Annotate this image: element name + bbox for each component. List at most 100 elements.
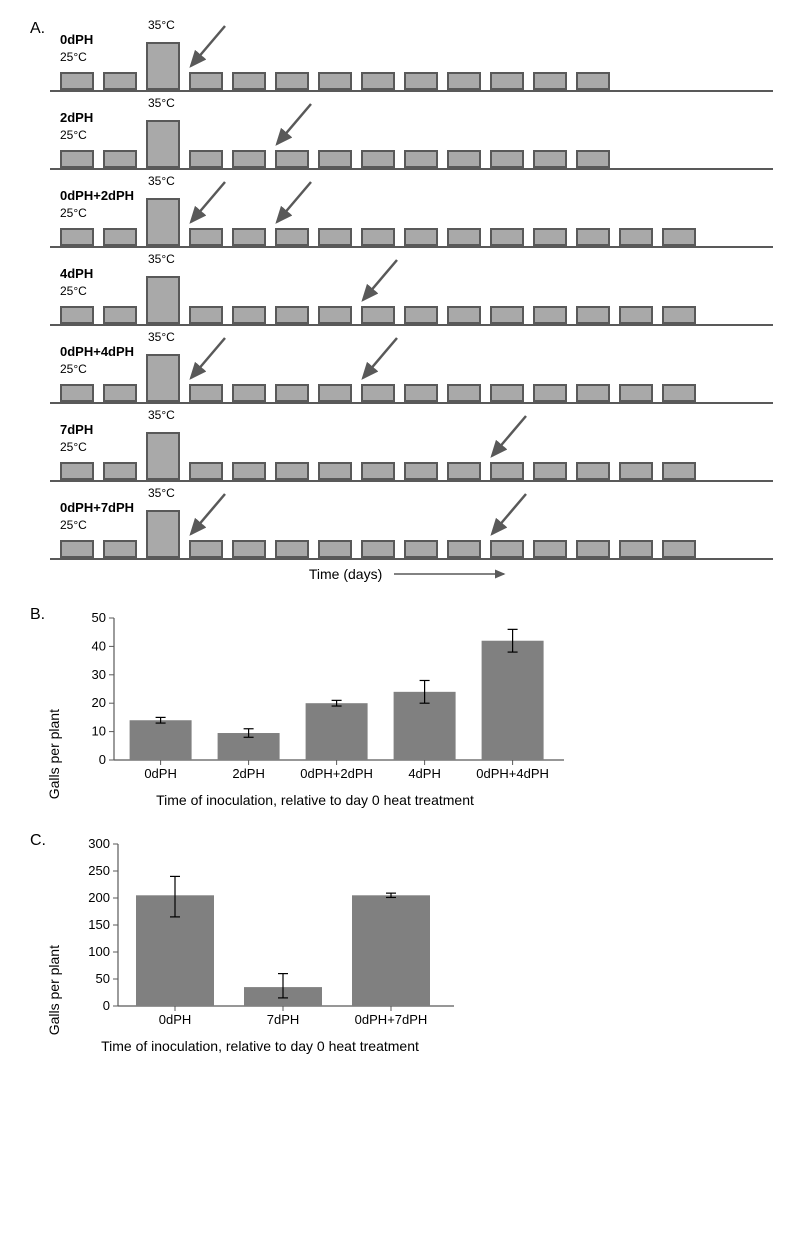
day-box [103,228,137,246]
temp-high-label: 35°C [148,252,175,266]
day-box [490,228,524,246]
time-axis-label: Time (days) [60,566,763,582]
panel-c-label: C. [30,832,46,850]
y-tick-label: 10 [92,724,106,739]
day-box [232,228,266,246]
day-box [576,306,610,324]
day-box [232,462,266,480]
day-box [447,540,481,558]
day-box [490,462,524,480]
x-tick-label: 0dPH [144,766,177,781]
day-box [490,150,524,168]
timeline-baseline [50,480,773,482]
day-box [275,228,309,246]
heat-day-box [146,198,180,246]
day-box [189,72,223,90]
day-box [490,384,524,402]
day-box [619,540,653,558]
day-box [103,150,137,168]
day-box [275,150,309,168]
y-tick-label: 100 [88,944,110,959]
panel-b-chart: 010203040500dPH2dPH0dPH+2dPH4dPH0dPH+4dP… [60,610,570,790]
y-tick-label: 0 [103,998,110,1013]
day-box [662,228,696,246]
day-box [361,462,395,480]
day-box [318,306,352,324]
day-box [576,462,610,480]
day-box [576,72,610,90]
temp-low-label: 25°C [60,50,87,64]
day-box [361,540,395,558]
x-tick-label: 0dPH [159,1012,192,1027]
day-box [490,306,524,324]
day-box [189,306,223,324]
timeline-row-label: 7dPH [60,422,93,437]
day-box [619,462,653,480]
temp-low-label: 25°C [60,362,87,376]
temp-low-label: 25°C [60,440,87,454]
inoculation-arrow-icon [271,180,321,235]
day-box [404,462,438,480]
timeline-container: 0dPH25°C35°C2dPH25°C35°C0dPH+2dPH25°C35°… [60,20,763,560]
inoculation-arrow-icon [185,336,235,391]
day-box [533,540,567,558]
day-box [576,384,610,402]
day-box [103,540,137,558]
temp-high-label: 35°C [148,408,175,422]
panel-c-x-title: Time of inoculation, relative to day 0 h… [60,1038,460,1054]
day-box [404,384,438,402]
panel-c-y-title: Galls per plant [46,945,62,1035]
panel-c-chart: 0501001502002503000dPH7dPH0dPH+7dPH [60,836,460,1036]
panel-a: A. 0dPH25°C35°C2dPH25°C35°C0dPH+2dPH25°C… [30,20,763,582]
temp-high-label: 35°C [148,330,175,344]
panel-b-y-title: Galls per plant [46,709,62,799]
temp-low-label: 25°C [60,206,87,220]
day-box [275,306,309,324]
day-box [619,384,653,402]
y-tick-label: 200 [88,890,110,905]
inoculation-arrow-icon [185,24,235,79]
day-box [60,72,94,90]
day-box [533,384,567,402]
timeline-row: 7dPH 25°C 35°C [60,410,763,482]
timeline-row: 4dPH25°C35°C [60,254,763,326]
day-box [404,72,438,90]
y-tick-label: 20 [92,695,106,710]
heat-day-box [146,354,180,402]
timeline-row: 0dPH+4dPH25°C35°C [60,332,763,404]
day-box [189,462,223,480]
heat-day-box [146,42,180,90]
day-box [103,306,137,324]
day-box [232,540,266,558]
panel-b-label: B. [30,606,45,624]
timeline-row: 0dPH 25°C 35°C [60,20,763,92]
timeline-row-label: 0dPH+2dPH [60,188,134,203]
inoculation-arrow-icon [486,492,536,547]
panel-c: C. Galls per plant 0501001502002503000dP… [30,836,763,1054]
inoculation-arrow-icon [357,258,407,313]
day-box [490,540,524,558]
day-box [619,228,653,246]
heat-day-box [146,432,180,480]
day-box [275,540,309,558]
x-tick-label: 4dPH [408,766,441,781]
day-box [103,384,137,402]
day-box [189,228,223,246]
temp-high-label: 35°C [148,96,175,110]
day-box [318,384,352,402]
day-box [318,228,352,246]
timeline-baseline [50,246,773,248]
panel-b: B. Galls per plant 010203040500dPH2dPH0d… [30,610,763,808]
heat-day-box [146,120,180,168]
timeline-row-label: 0dPH [60,32,93,47]
day-box [60,228,94,246]
day-box [232,150,266,168]
bar [482,641,544,760]
timeline-baseline [50,558,773,560]
day-box [361,150,395,168]
day-box [533,228,567,246]
temp-high-label: 35°C [148,18,175,32]
panel-a-label: A. [30,20,45,38]
day-box [361,384,395,402]
day-box [189,540,223,558]
